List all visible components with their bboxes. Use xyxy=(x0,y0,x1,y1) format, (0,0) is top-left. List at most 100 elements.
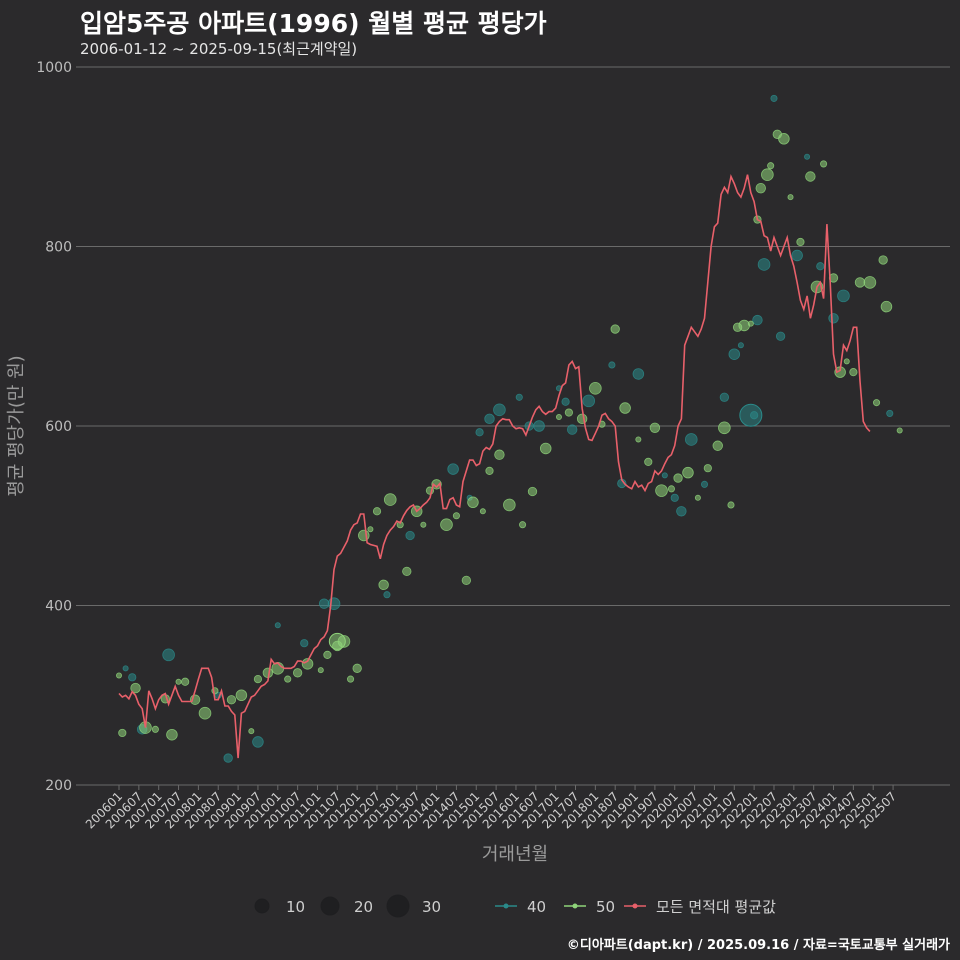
series-50-point xyxy=(644,457,653,466)
series-40-point xyxy=(405,530,415,541)
legend-size-circle xyxy=(320,896,340,916)
series-50-point xyxy=(712,440,723,451)
series-40-point xyxy=(770,94,778,102)
legend: 10 20 30 40 50 모든 면적대 평균값 xyxy=(254,894,776,918)
series-50-point xyxy=(271,662,285,675)
series-40-point xyxy=(752,314,763,326)
series-50-point xyxy=(440,518,453,532)
series-50-point xyxy=(649,422,661,433)
series-40-point xyxy=(684,433,698,446)
series-50-point xyxy=(352,663,362,673)
series-50-point xyxy=(747,320,754,327)
series-40-point xyxy=(252,736,264,748)
series-40-point xyxy=(566,424,578,435)
series-50-point xyxy=(467,496,479,509)
x-axis-ticks: 2006012006072007012007072008012008072009… xyxy=(83,785,899,832)
series-50-point xyxy=(787,194,794,201)
series-40-point xyxy=(274,622,281,629)
series-50-point xyxy=(479,508,486,515)
series-50-point xyxy=(796,237,805,247)
series-50-point xyxy=(872,399,881,407)
source-caption: ©디아파트(dapt.kr) / 2025.09.16 / 자료=국토교통부 실… xyxy=(566,938,950,953)
series-50-point xyxy=(452,512,460,520)
series-40-point xyxy=(447,463,459,475)
series-50-point xyxy=(610,324,620,334)
series-40-point xyxy=(300,639,309,648)
series-50-point xyxy=(166,728,178,741)
series-50-point xyxy=(880,300,893,313)
series-50-point xyxy=(503,498,516,512)
series-50-point xyxy=(328,632,346,650)
legend-size-circle xyxy=(386,894,410,918)
series-50-point xyxy=(878,255,888,265)
legend-size-circle xyxy=(254,898,270,914)
series-50-point xyxy=(539,442,552,455)
series-50-point xyxy=(849,368,858,377)
series-40-point xyxy=(775,331,786,341)
x-axis-title: 거래년월 xyxy=(482,844,548,865)
legend-size-label: 30 xyxy=(422,898,441,916)
legend-key-dot xyxy=(503,903,509,909)
series-40-point xyxy=(804,153,811,160)
series-40-point xyxy=(608,361,616,369)
series-50-point xyxy=(778,133,790,145)
series-40-point xyxy=(816,262,825,271)
y-axis-ticks: 200 400 600 800 1000 xyxy=(36,60,80,794)
series-50-point xyxy=(378,579,389,591)
series-50-point xyxy=(226,695,237,705)
series-50-point xyxy=(130,682,141,694)
legend-series-label: 40 xyxy=(527,898,546,916)
series-50-point xyxy=(673,473,683,483)
series-50-point xyxy=(555,414,562,421)
series-50-point xyxy=(718,421,731,435)
y-tick-label: 800 xyxy=(45,240,72,256)
series-50-point xyxy=(323,650,332,659)
series-50-point xyxy=(738,319,750,332)
series-50-point xyxy=(367,526,374,533)
series-40-point xyxy=(318,598,330,609)
series-40-point xyxy=(757,258,771,271)
series-50-point xyxy=(527,486,538,497)
series-50-point xyxy=(761,168,774,182)
series-50-point xyxy=(118,728,127,738)
series-50-point xyxy=(589,382,602,395)
series-50-point xyxy=(383,493,397,506)
series-50-point xyxy=(805,171,816,182)
series-50-point xyxy=(248,728,255,735)
series-50-point xyxy=(402,566,412,577)
series-40-point xyxy=(719,392,730,402)
series-50-point xyxy=(619,402,631,414)
series-50-point xyxy=(358,529,370,542)
series-50-point xyxy=(703,464,712,473)
y-axis-title: 평균 평당가(만 원) xyxy=(6,355,27,496)
series-40-point xyxy=(700,480,709,488)
series-50-point xyxy=(372,507,382,516)
series-50-point xyxy=(198,706,212,720)
legend-size-label: 20 xyxy=(354,898,373,916)
series-50-point xyxy=(235,689,248,702)
series-40-point xyxy=(493,403,506,417)
series-50-point xyxy=(301,658,314,670)
series-40-point xyxy=(661,472,668,479)
series-50-point xyxy=(292,668,303,678)
chart-subtitle: 2006-01-12 ~ 2025-09-15(최근계약일) xyxy=(80,40,358,58)
series-50-point xyxy=(843,358,850,365)
series-50-point xyxy=(667,485,675,493)
grid-lines xyxy=(80,66,950,786)
series-40-point xyxy=(728,348,741,360)
series-50-point xyxy=(253,674,263,684)
series-40-point xyxy=(533,420,545,432)
series-40-point xyxy=(670,493,679,502)
series-50-point xyxy=(461,575,471,586)
series-50-point xyxy=(576,413,588,425)
series-40-point xyxy=(484,413,495,425)
series-50-point xyxy=(284,675,292,683)
chart-title: 입암5주공 아파트(1996) 월별 평균 평당가 xyxy=(80,9,547,38)
series-50-point xyxy=(519,521,527,529)
series-50-point xyxy=(863,276,877,289)
series-40-point xyxy=(737,342,744,349)
series-50-point xyxy=(420,521,427,528)
series-50-point xyxy=(494,449,505,460)
series-50-point xyxy=(175,678,182,685)
